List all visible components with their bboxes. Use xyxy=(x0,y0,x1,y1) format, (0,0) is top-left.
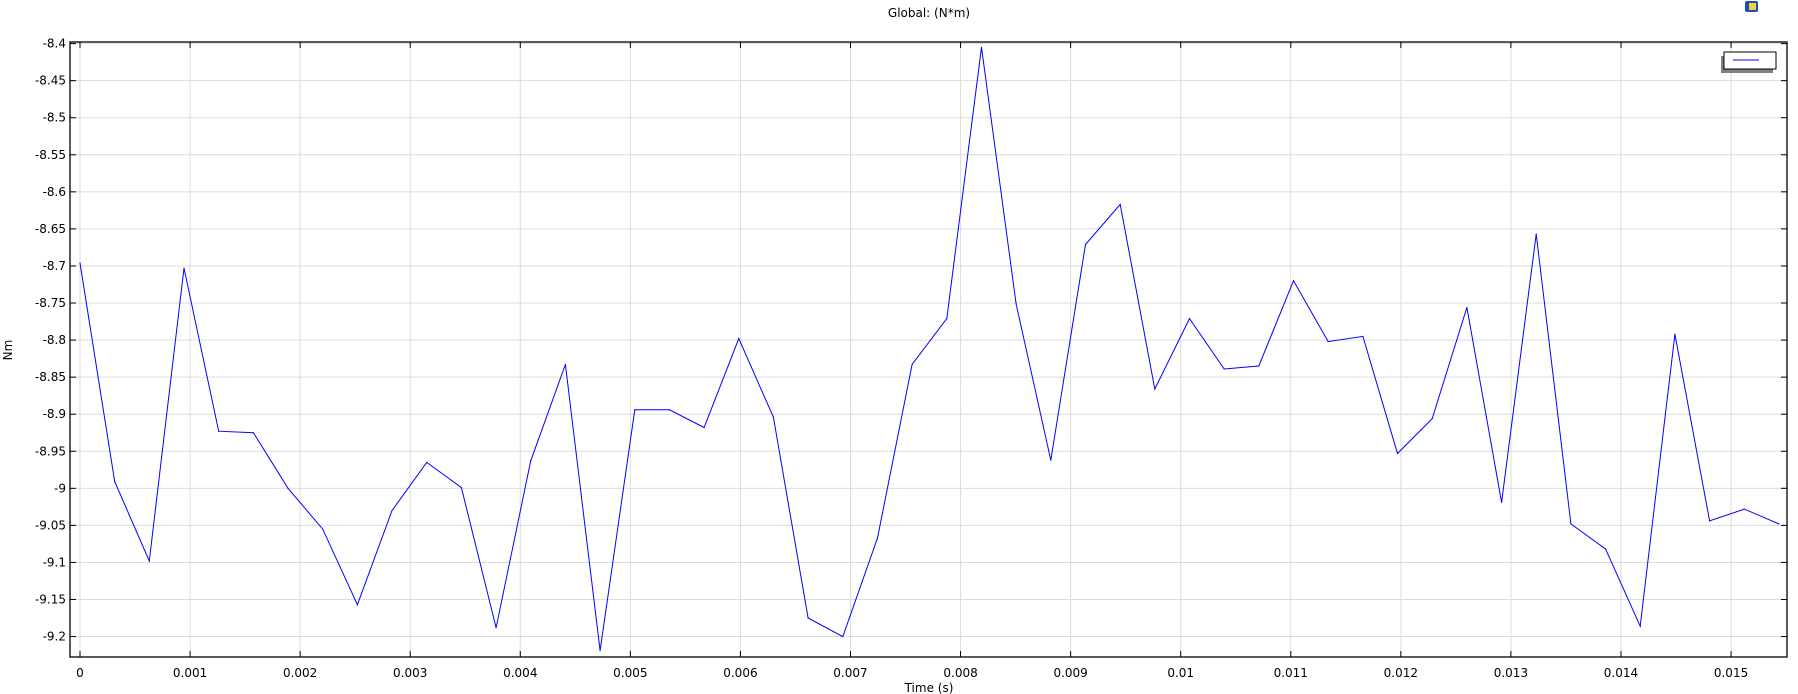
y-tick-label: -8.75 xyxy=(35,296,66,310)
y-tick-label: -8.45 xyxy=(35,74,66,88)
data-point xyxy=(1119,203,1121,206)
data-point xyxy=(79,262,81,264)
data-point xyxy=(218,430,220,432)
data-point xyxy=(911,363,913,366)
data-point xyxy=(1084,243,1087,246)
data-point xyxy=(1188,317,1191,320)
data-point xyxy=(391,509,393,512)
plot-frame xyxy=(69,41,1788,658)
x-tick-label: 0.007 xyxy=(833,666,867,680)
y-tick-label: -9.2 xyxy=(43,630,66,644)
x-tick-label: 0.011 xyxy=(1274,666,1308,680)
y-tick-label: -8.85 xyxy=(35,370,66,384)
data-point xyxy=(426,461,428,463)
y-tick-label: -9.05 xyxy=(35,518,66,532)
x-tick-label: 0.003 xyxy=(393,666,427,680)
data-point xyxy=(148,560,150,562)
x-tick-label: 0.012 xyxy=(1384,666,1418,680)
x-tick-label: 0.013 xyxy=(1494,666,1528,680)
data-point xyxy=(1431,418,1433,420)
chart-title: Global: (N*m) xyxy=(888,6,970,20)
x-tick-label: 0.008 xyxy=(943,666,977,680)
data-point xyxy=(252,432,254,434)
y-tick-label: -8.55 xyxy=(35,148,66,162)
data-point xyxy=(1500,501,1503,504)
data-point xyxy=(1327,340,1329,343)
data-point xyxy=(1604,548,1607,550)
y-tick-label: -8.8 xyxy=(43,333,66,347)
data-point xyxy=(980,46,983,48)
data-point xyxy=(599,650,601,652)
y-tick-label: -9.15 xyxy=(35,593,66,607)
data-point xyxy=(1154,388,1156,390)
y-tick-label: -8.65 xyxy=(35,222,66,236)
y-tick-label: -8.9 xyxy=(43,407,66,421)
data-point xyxy=(1362,335,1364,337)
data-point xyxy=(1015,303,1017,305)
data-point xyxy=(772,416,775,418)
data-point xyxy=(530,460,532,462)
data-point xyxy=(1570,523,1572,525)
series-line xyxy=(79,47,1780,651)
y-tick-label: -8.7 xyxy=(43,259,66,273)
x-tick-label: 0.009 xyxy=(1053,666,1087,680)
x-tick-label: 0.006 xyxy=(723,666,757,680)
data-point xyxy=(946,317,948,320)
legend xyxy=(1721,51,1777,73)
data-point xyxy=(738,337,740,340)
x-tick-label: 0.004 xyxy=(503,666,537,680)
data-point xyxy=(1466,306,1468,309)
data-point xyxy=(1050,459,1052,461)
x-tick-label: 0.015 xyxy=(1714,666,1748,680)
data-point xyxy=(356,604,358,606)
y-axis-label: Nm xyxy=(1,340,15,361)
data-point xyxy=(1708,520,1711,522)
data-point xyxy=(703,426,705,429)
x-tick-label: 0.01 xyxy=(1167,666,1194,680)
data-point xyxy=(114,481,116,483)
data-point xyxy=(1535,233,1537,235)
data-point xyxy=(668,409,671,411)
y-tick-label: -8.4 xyxy=(43,37,66,51)
y-tick-label: -8.5 xyxy=(43,111,66,125)
y-tick-label: -9.1 xyxy=(43,555,66,569)
data-point xyxy=(1778,523,1780,525)
y-tick-label: -9 xyxy=(54,481,66,495)
data-point xyxy=(1258,365,1260,367)
y-tick-label: -8.6 xyxy=(43,185,66,199)
data-point xyxy=(564,363,567,366)
data-point xyxy=(1223,368,1225,370)
data-point xyxy=(495,627,497,629)
data-point xyxy=(460,486,462,489)
data-point xyxy=(842,635,844,638)
data-point xyxy=(183,267,185,269)
data-point xyxy=(876,537,879,539)
grid xyxy=(70,42,1787,657)
x-tick-label: 0.002 xyxy=(283,666,317,680)
corner-icon[interactable] xyxy=(1745,1,1758,12)
data-point xyxy=(287,487,289,489)
x-tick-label: 0.005 xyxy=(613,666,647,680)
data-point xyxy=(1674,333,1676,335)
data-point xyxy=(1743,508,1745,510)
x-axis-label: Time (s) xyxy=(904,681,954,694)
y-tick-label: -8.95 xyxy=(35,444,66,458)
x-tick-label: 0 xyxy=(76,666,84,680)
x-tick-label: 0.001 xyxy=(173,666,207,680)
data-point xyxy=(634,409,636,411)
x-tick-label: 0.014 xyxy=(1604,666,1638,680)
data-point xyxy=(322,528,324,530)
data-point xyxy=(807,617,809,619)
data-point xyxy=(1292,280,1295,282)
data-point xyxy=(1639,625,1641,627)
data-point xyxy=(1396,452,1399,455)
